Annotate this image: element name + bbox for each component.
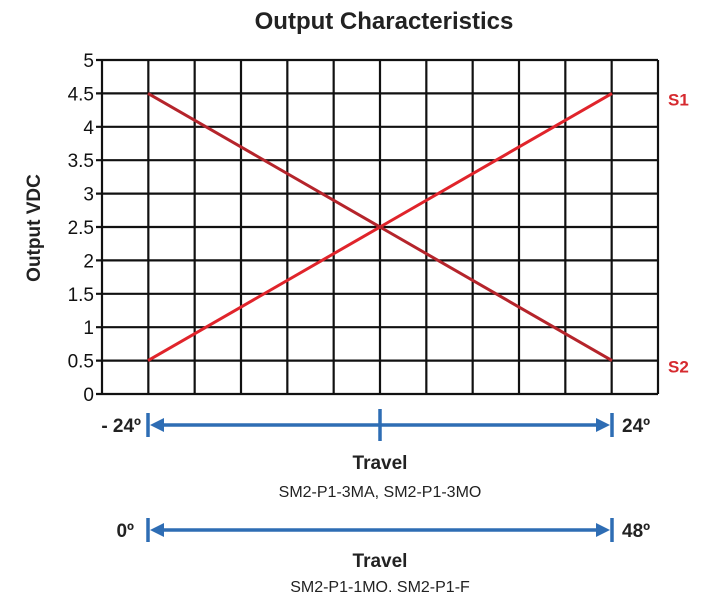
travel-1-title: Travel: [353, 453, 408, 474]
travel-2-models: SM2-P1-1MO. SM2-P1-F: [290, 579, 470, 596]
chart-grid: [96, 58, 660, 396]
series-labels: S1 S2: [668, 90, 689, 376]
y-tick-label: 0.5: [68, 352, 94, 373]
y-tick-label: 1: [83, 318, 94, 339]
arrow-head-left: [150, 418, 164, 432]
travel-scale-2: 0º 48º Travel SM2-P1-1MO. SM2-P1-F: [116, 518, 650, 596]
chart-series: [147, 92, 613, 362]
y-tick-label: 5: [83, 51, 94, 72]
y-tick-labels: 0 0.5 1 1.5 2 2.5 3 3.5 4 4.5 5: [68, 51, 95, 406]
y-axis-label: Output VDC: [24, 174, 45, 282]
travel-2-left-label: 0º: [116, 521, 134, 542]
travel-1-right-label: 24º: [622, 416, 650, 437]
y-tick-label: 2: [83, 251, 94, 272]
series-label-s2: S2: [668, 358, 689, 377]
y-tick-label: 4.5: [68, 84, 94, 105]
travel-scale-1: - 24º 24º Travel SM2-P1-3MA, SM2-P1-3MO: [101, 409, 650, 501]
y-tick-label: 0: [83, 385, 94, 406]
travel-1-arrow: [146, 409, 614, 441]
arrow-head-left: [150, 523, 164, 537]
chart-title: Output Characteristics: [255, 8, 514, 35]
travel-1-left-label: - 24º: [101, 416, 141, 437]
series-label-s1: S1: [668, 90, 689, 109]
arrow-head-right: [596, 418, 610, 432]
y-tick-label: 1.5: [68, 285, 94, 306]
travel-1-models: SM2-P1-3MA, SM2-P1-3MO: [279, 484, 482, 501]
arrow-head-right: [596, 523, 610, 537]
y-tick-label: 2.5: [68, 218, 94, 239]
y-tick-label: 4: [83, 118, 94, 139]
travel-2-right-label: 48º: [622, 521, 650, 542]
travel-2-arrow: [146, 518, 614, 542]
travel-2-title: Travel: [353, 551, 408, 572]
series-line-s2: [147, 92, 613, 362]
y-tick-label: 3.5: [68, 151, 94, 172]
y-tick-label: 3: [83, 185, 94, 206]
